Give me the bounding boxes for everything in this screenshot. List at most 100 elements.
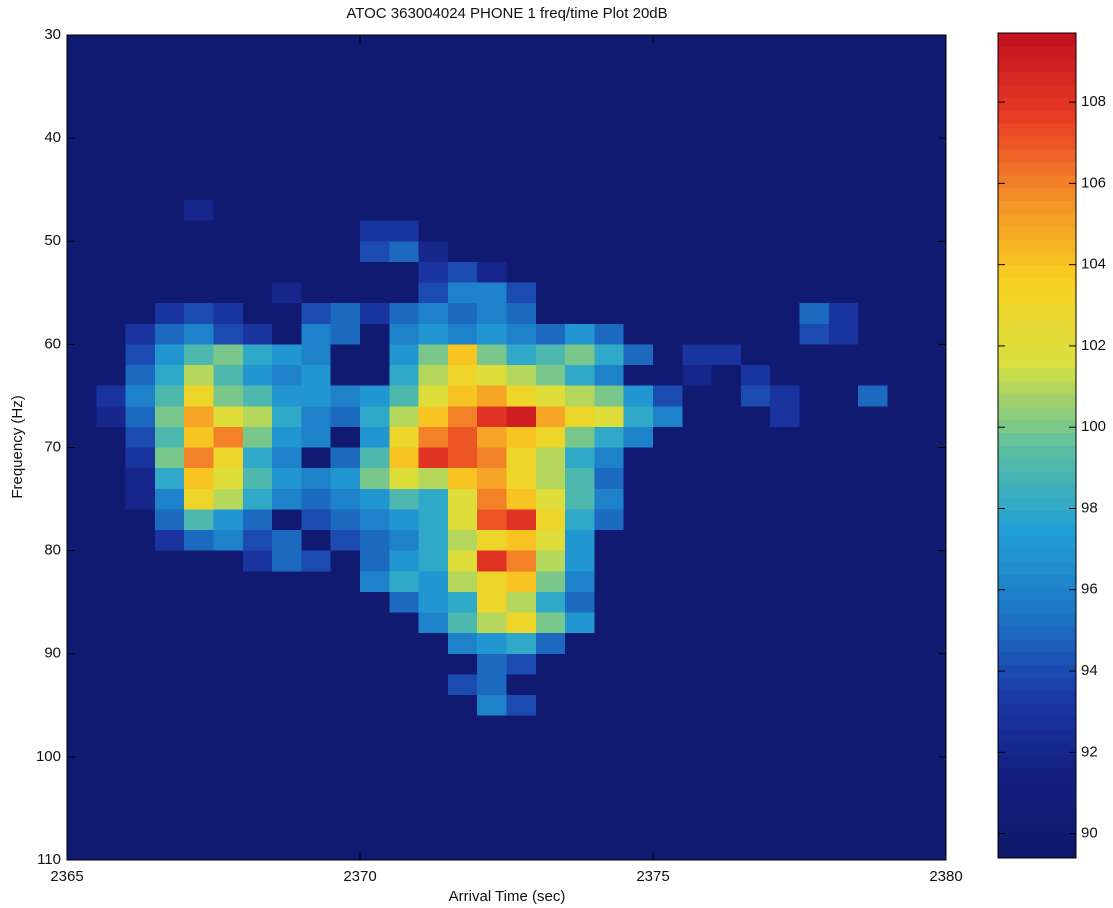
heatmap-cell (184, 303, 215, 325)
heatmap-cell (535, 261, 566, 284)
heatmap-cell (125, 715, 156, 737)
heatmap-cell (477, 530, 508, 552)
heatmap-cell (213, 117, 244, 139)
heatmap-cell (272, 35, 302, 57)
heatmap-cell (916, 756, 947, 779)
heatmap-cell (213, 303, 244, 325)
heatmap-cell (535, 241, 566, 263)
heatmap-cell (389, 76, 420, 98)
heatmap-cell (360, 344, 390, 366)
heatmap-cell (184, 695, 215, 717)
colorbar-band (998, 381, 1076, 395)
heatmap-cell (360, 323, 390, 345)
heatmap-cell (770, 344, 801, 366)
heatmap-cell (330, 303, 361, 325)
heatmap-cell (887, 674, 918, 696)
heatmap-cell (828, 426, 859, 449)
heatmap-cell (389, 55, 420, 77)
heatmap-cell (184, 55, 215, 77)
heatmap-cell (740, 653, 771, 675)
heatmap-cell (330, 695, 361, 717)
heatmap-cell (96, 653, 127, 675)
heatmap-cell (858, 323, 888, 345)
heatmap-cell (506, 96, 537, 119)
heatmap-cell (916, 509, 947, 531)
heatmap-cell (213, 674, 244, 696)
heatmap-cell (125, 798, 156, 820)
heatmap-cell (418, 468, 449, 490)
heatmap-cell (887, 509, 918, 531)
heatmap-cell (184, 591, 215, 614)
heatmap-cell (828, 715, 859, 737)
heatmap-cell (740, 839, 771, 861)
heatmap-cell (887, 715, 918, 737)
heatmap-cell (711, 653, 742, 675)
heatmap-cell (272, 756, 302, 779)
heatmap-cell (418, 344, 449, 366)
heatmap-cell (301, 530, 332, 552)
heatmap-cell (125, 550, 156, 572)
heatmap-cell (653, 158, 683, 180)
heatmap-cell (360, 241, 390, 263)
heatmap-cell (242, 385, 273, 407)
heatmap-cell (125, 488, 156, 510)
heatmap-cell (858, 653, 888, 675)
heatmap-cell (858, 241, 888, 263)
heatmap-cell (125, 633, 156, 655)
heatmap-cell (506, 138, 537, 160)
heatmap-cell (623, 426, 654, 449)
heatmap-cell (242, 468, 273, 490)
heatmap-cell (535, 323, 566, 345)
heatmap-cell (184, 158, 215, 180)
heatmap-cell (447, 509, 478, 531)
heatmap-cell (740, 695, 771, 717)
heatmap-cell (477, 365, 508, 387)
heatmap-cell (418, 282, 449, 304)
heatmap-cell (184, 35, 215, 57)
heatmap-cell (360, 839, 390, 861)
heatmap-cell (67, 818, 97, 840)
heatmap-cell (916, 777, 947, 799)
heatmap-cell (711, 571, 742, 593)
heatmap-cell (770, 261, 801, 284)
heatmap-cell (506, 220, 537, 242)
heatmap-cell (301, 323, 332, 345)
heatmap-cell (594, 653, 625, 675)
heatmap-cell (67, 406, 97, 428)
heatmap-cell (799, 756, 830, 779)
heatmap-cell (272, 76, 302, 98)
heatmap-cell (535, 200, 566, 222)
heatmap-cell (623, 468, 654, 490)
heatmap-cell (916, 633, 947, 655)
heatmap-cell (96, 200, 127, 222)
heatmap-cell (535, 653, 566, 675)
heatmap-cell (154, 200, 185, 222)
heatmap-cell (477, 633, 508, 655)
heatmap-cell (96, 509, 127, 531)
heatmap-cell (301, 158, 332, 180)
heatmap-cell (330, 241, 361, 263)
heatmap-cell (213, 530, 244, 552)
heatmap-cell (389, 220, 420, 242)
heatmap-cell (330, 282, 361, 304)
heatmap-cell (653, 344, 683, 366)
heatmap-cell (154, 447, 185, 469)
colorbar-band (998, 419, 1076, 434)
heatmap-cell (799, 35, 830, 57)
heatmap-cell (213, 365, 244, 387)
heatmap-cell (418, 591, 449, 614)
colorbar-band (998, 638, 1076, 653)
heatmap-cell (594, 488, 625, 510)
heatmap-cell (96, 96, 127, 119)
heatmap-cell (682, 35, 713, 57)
heatmap-cell (682, 138, 713, 160)
heatmap-cell (506, 695, 537, 717)
heatmap-cell (565, 653, 595, 675)
heatmap-cell (96, 76, 127, 98)
heatmap-cell (360, 756, 390, 779)
heatmap-cell (623, 261, 654, 284)
heatmap-cell (184, 674, 215, 696)
heatmap-cell (477, 323, 508, 345)
heatmap-cell (799, 468, 830, 490)
heatmap-cell (67, 303, 97, 325)
